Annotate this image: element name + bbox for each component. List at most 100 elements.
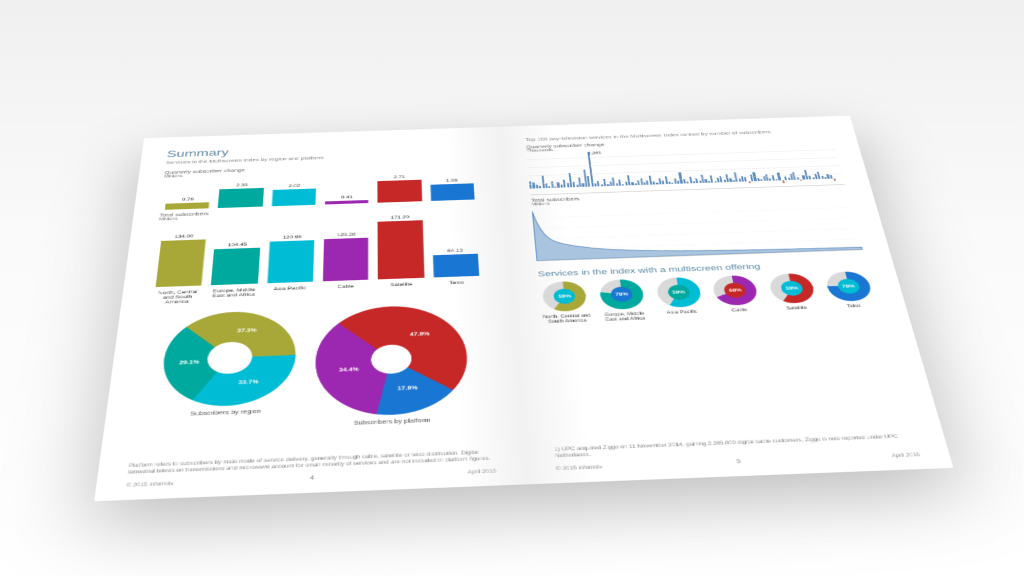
decline-chart	[532, 197, 863, 261]
mini-bar	[748, 181, 750, 183]
mini-bar	[782, 180, 785, 183]
small-donut-label: Asia Pacific	[667, 310, 698, 316]
mini-bar	[582, 183, 584, 186]
small-donut-value: 76%	[836, 279, 861, 294]
totals-bars: 134.00104.45120.96123.20171.2064.13	[151, 212, 484, 287]
donut-platform: 47.8%17.9%34.4%	[314, 304, 470, 418]
bar-col: 2.33	[218, 182, 264, 208]
mini-bar	[677, 181, 680, 184]
report-spread: Summary Services in the Multiscreen Inde…	[81, 115, 967, 502]
mini-bar	[683, 179, 686, 183]
bar	[430, 184, 474, 201]
category-label: Telco	[434, 280, 481, 296]
bar	[323, 238, 369, 282]
mini-bar	[834, 178, 837, 180]
bar-value: 0.76	[182, 197, 194, 202]
bar-value: 2.02	[288, 184, 300, 189]
bar-col: 0.76	[165, 197, 210, 210]
mini-bar	[612, 178, 615, 186]
small-donut-value: 59%	[780, 281, 805, 296]
mini-bar	[597, 181, 600, 186]
bar-value: 2.71	[394, 175, 406, 179]
mini-bar	[812, 177, 814, 179]
bar-value: 134.00	[174, 234, 193, 239]
bar-value: 2.33	[236, 183, 248, 188]
date-left: April 2015	[467, 469, 496, 475]
bar	[156, 240, 206, 288]
small-donuts-row: 59% North, Central and South America 78% Eu…	[539, 271, 881, 325]
small-donut-label: Telco	[846, 304, 861, 309]
mini-bar	[775, 179, 777, 180]
bar	[325, 200, 369, 205]
mini-bar	[601, 184, 603, 186]
page-right: Top 100 pay-television services in the M…	[499, 116, 953, 485]
mini-bar	[729, 178, 732, 181]
segment-label: 47.8%	[410, 332, 430, 338]
category-label: North, Central and South America	[153, 290, 201, 306]
mini-bar	[693, 182, 695, 183]
small-donut-value: 78%	[610, 286, 633, 302]
segment-label: 37.3%	[237, 328, 257, 334]
mini-bar	[769, 178, 771, 180]
mini-bar	[566, 183, 568, 187]
mini-bar	[548, 186, 550, 188]
bar	[378, 180, 422, 203]
mini-bar	[733, 180, 735, 182]
mini-bar	[760, 179, 762, 181]
bar-value: 123.20	[337, 232, 356, 237]
mini-bar	[653, 182, 655, 185]
mini-bar	[568, 173, 572, 187]
mini-bar	[545, 183, 547, 188]
small-donut-value: 59%	[553, 288, 576, 304]
peak-label: 2,265	[588, 152, 602, 156]
bar-col: 134.00	[156, 234, 207, 287]
donut-platform-caption: Subscribers by platform	[354, 418, 431, 426]
mini-bar	[744, 178, 747, 182]
bar-col: 0.41	[325, 194, 369, 204]
small-donut-block: 78% Europe, Middle East and Africa	[595, 279, 650, 323]
mini-bar	[536, 185, 538, 188]
donut-platform-block: 47.8%17.9%34.4% Subscribers by platform	[314, 304, 471, 428]
mini-bar	[695, 178, 698, 183]
footnote-left: Platform refers to subscribers by main m…	[127, 450, 495, 477]
mini-bar	[563, 180, 566, 188]
small-donut-label: North, Central and South America	[542, 314, 593, 325]
mini-bar	[560, 185, 562, 188]
mini-bar	[824, 177, 826, 178]
bar-value: 171.20	[391, 215, 410, 220]
copyright-right: © 2015 informitv	[556, 465, 603, 472]
mini-bar	[777, 172, 781, 180]
mini-bar	[797, 177, 800, 179]
bar-value: 104.45	[228, 242, 247, 247]
small-donut: 76%	[824, 271, 874, 302]
small-donut-label: Satellite	[786, 306, 808, 311]
page-number-left: 4	[310, 475, 314, 481]
mini-bar	[668, 182, 670, 184]
mini-bar	[792, 172, 796, 179]
mini-bar	[664, 176, 667, 183]
mini-bar	[616, 183, 618, 185]
small-donut-block: 76% Telco	[820, 271, 880, 314]
decline-area	[532, 201, 863, 261]
bar	[218, 188, 263, 208]
bar-col: 123.20	[323, 232, 369, 281]
bar-col: 171.20	[378, 214, 424, 279]
category-label: Asia Pacific	[266, 286, 313, 302]
mini-bar	[573, 182, 576, 187]
small-donut-block: 59% Asia Pacific	[652, 277, 708, 321]
small-donut: 59%	[655, 277, 703, 308]
mini-bar	[594, 183, 596, 186]
mini-bar	[800, 179, 802, 180]
donut-hole	[206, 342, 253, 375]
bar-col: 120.96	[267, 235, 314, 284]
mini-bar	[644, 183, 646, 185]
small-donut-label: Europe, Middle East and Africa	[599, 312, 650, 323]
bar-col: 104.45	[211, 242, 260, 285]
mini-bar	[631, 182, 633, 185]
copyright-left: © 2015 informitv	[126, 482, 174, 489]
donut-region: 37.3%33.7%29.1%	[159, 310, 298, 409]
mini-bar-chart: 2,265	[527, 144, 845, 195]
mini-bar	[541, 176, 544, 188]
bar	[267, 240, 314, 283]
gridlines	[533, 207, 860, 249]
